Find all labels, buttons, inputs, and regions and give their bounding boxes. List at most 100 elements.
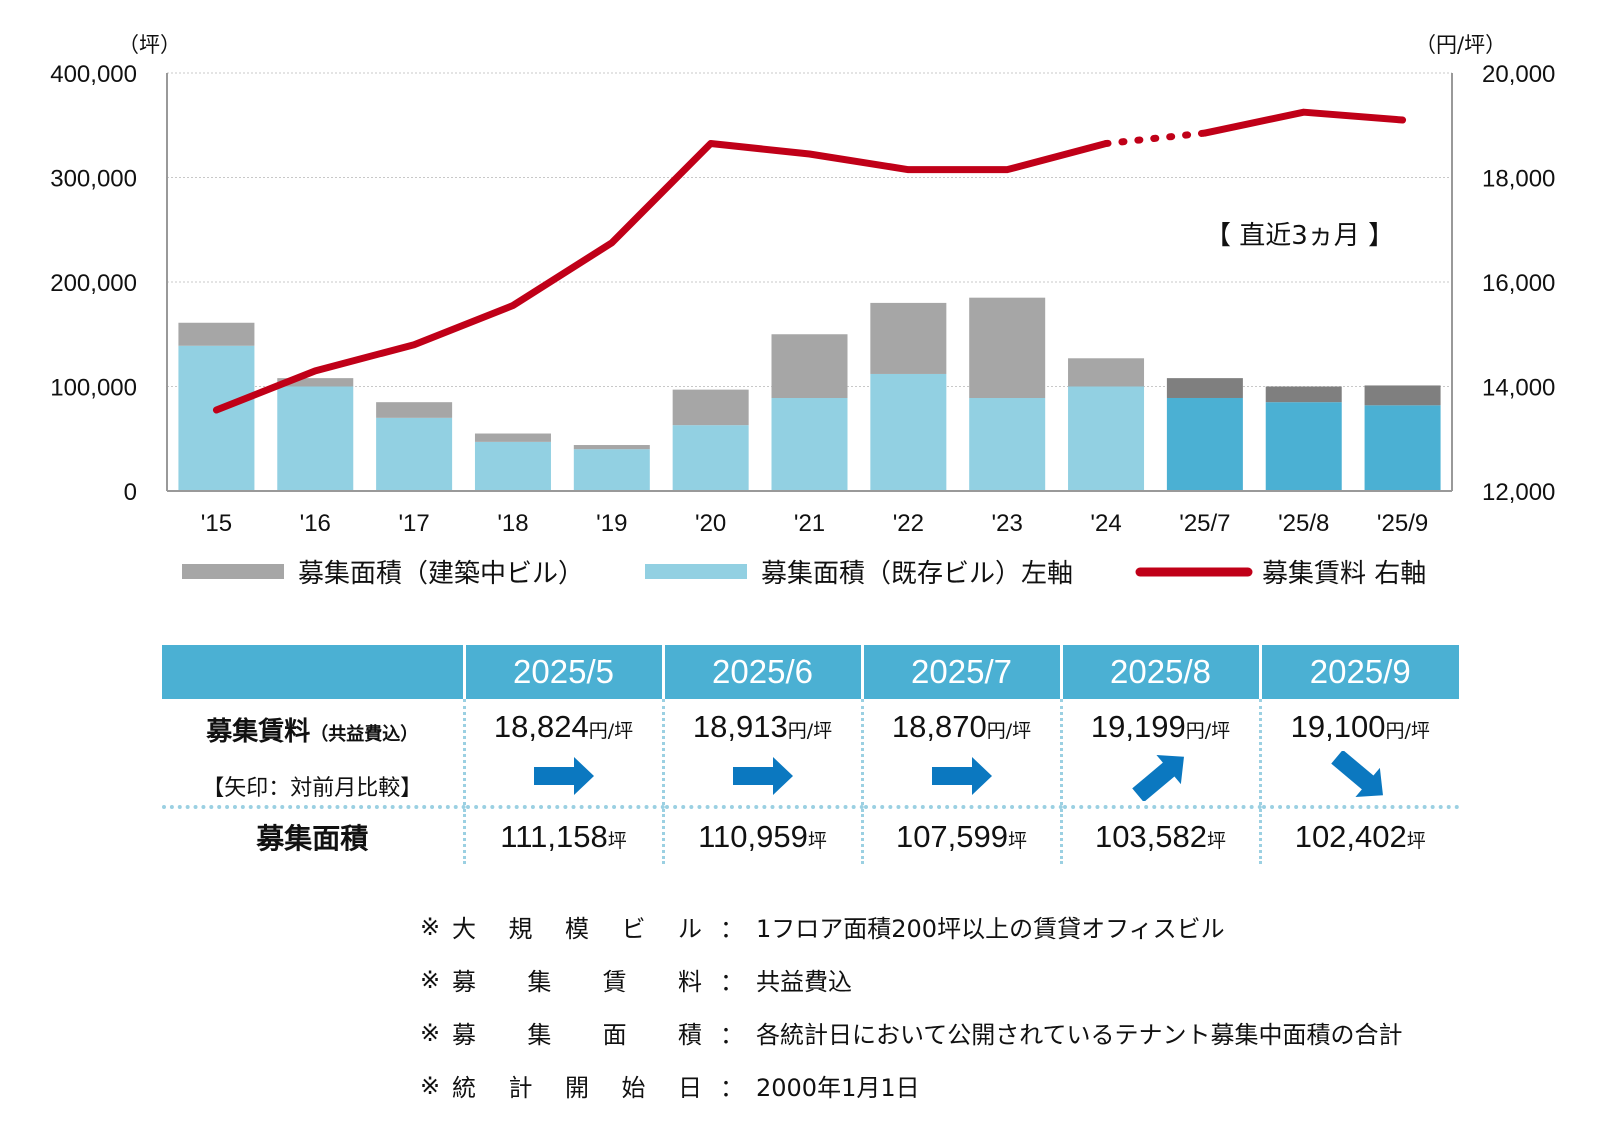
footnotes: ※ 大規模ビル ： 1フロア面積200坪以上の賃貸オフィスビル ※ 募集賃料 ：… [420, 900, 1403, 1112]
axes [166, 73, 1453, 492]
legend-swatch [645, 564, 747, 579]
x-tick-label: '15 [201, 510, 232, 537]
table-row-rent: 募集賃料（共益費込） 【矢印：対前月比較】 18,824円/坪 18,913円/… [162, 699, 1459, 807]
x-tick-label: '23 [992, 510, 1023, 537]
area-label: 募集面積 [256, 821, 369, 855]
note-text: 1フロア面積200坪以上の賃貸オフィスビル [756, 915, 1225, 943]
bar-under-construction [1068, 358, 1145, 387]
rent-unit: 円/坪 [1385, 720, 1430, 742]
y-right-tick-label: 12,000 [1482, 479, 1555, 506]
table-row-area: 募集面積 111,158坪 110,959坪 107,599坪 103,582坪… [162, 805, 1459, 864]
bar-existing [1068, 386, 1145, 491]
note-colon: ： [720, 968, 744, 996]
rent-unit: 円/坪 [787, 720, 833, 742]
rent-unit: 円/坪 [1185, 720, 1231, 742]
arrow-down-right-icon [1331, 751, 1384, 797]
area-row-label-cell: 募集面積 [162, 805, 464, 864]
x-tick-label: '24 [1090, 510, 1121, 537]
header-month: 2025/5 [462, 645, 663, 699]
y-right-tick-label: 20,000 [1482, 61, 1555, 88]
area-unit: 坪 [1008, 829, 1028, 852]
area-cell: 103,582坪 [1059, 805, 1260, 864]
bar-existing [1364, 405, 1441, 491]
bar-under-construction [277, 378, 354, 387]
arrow-up-right-icon [1131, 755, 1184, 801]
bar-under-construction [1364, 385, 1441, 406]
bar-existing [474, 441, 551, 491]
bar-existing [277, 386, 354, 491]
y-right-tick-label: 18,000 [1482, 166, 1555, 193]
bar-under-construction [969, 297, 1046, 398]
bar-existing [870, 373, 947, 491]
note-mark: ※ [420, 1071, 441, 1100]
rent-cell: 18,870円/坪 [860, 699, 1061, 807]
area-cell: 111,158坪 [462, 805, 663, 864]
tick-labels: 400,000 20,000 300,000 18,000 200,000 16,000 1… [50, 61, 1555, 537]
y-left-tick-label: 300,000 [50, 166, 137, 193]
rent-value: 19,100 [1290, 709, 1386, 744]
legend-label: 募集面積（既存ビル）左軸 [761, 559, 1073, 589]
note-label: 募集面積 [452, 1015, 720, 1050]
note-text: 共益費込 [756, 968, 852, 996]
note-label-char: 料 [677, 968, 702, 996]
note-label-char: ビ [621, 915, 646, 943]
note-label: 統計開始日 [452, 1068, 720, 1103]
left-axis-unit: （坪） [118, 33, 181, 57]
trend-arrow-shape [931, 757, 992, 795]
rent-arrow-legend: 【矢印：対前月比較】 [202, 776, 423, 801]
rent-label-note: （共益費込） [310, 724, 419, 745]
x-tick-label: '20 [695, 510, 726, 537]
x-tick-label: '25/7 [1179, 510, 1230, 537]
header-month: 2025/7 [860, 645, 1061, 699]
note-mark: ※ [420, 912, 441, 941]
trend-arrow-shape [1331, 751, 1384, 797]
legend: 募集面積（建築中ビル） 募集面積（既存ビル）左軸 募集賃料 右軸 [182, 559, 1426, 589]
trend-arrow-icon [1063, 751, 1259, 801]
note-label-char: 始 [621, 1074, 646, 1102]
trend-arrow-icon [1262, 751, 1460, 801]
y-left-tick-label: 0 [124, 479, 137, 506]
area-unit: 坪 [807, 829, 827, 852]
legend-swatch [182, 564, 284, 579]
trend-arrow-icon [466, 751, 662, 801]
trend-arrow-shape [1131, 755, 1184, 801]
bar-under-construction [178, 322, 255, 346]
note-label-char: 計 [508, 1074, 533, 1102]
recent-three-months-annotation: 【 直近3ヵ月 】 [1205, 221, 1394, 251]
note-label-char: 模 [565, 915, 589, 943]
bar-existing [178, 345, 255, 491]
bar-under-construction [376, 402, 453, 418]
area-value: 107,599 [895, 818, 1009, 854]
area-value: 102,402 [1294, 818, 1407, 854]
x-tick-label: '25/9 [1377, 510, 1428, 537]
rent-label: 募集賃料 [206, 717, 311, 747]
footnote: ※ 募 集 賃 料 ： 共益費込 [420, 953, 1403, 1006]
note-label: 募集賃料 [452, 962, 720, 997]
trend-arrow-icon [665, 751, 861, 801]
rent-cell: 19,199円/坪 [1059, 699, 1260, 807]
header-month: 2025/6 [661, 645, 862, 699]
note-colon: ： [720, 915, 744, 943]
x-tick-label: '17 [398, 510, 429, 537]
area-unit: 坪 [1406, 829, 1426, 852]
area-cell: 102,402坪 [1258, 805, 1459, 864]
note-text: 2000年1月1日 [756, 1074, 920, 1102]
bar-under-construction [771, 334, 848, 398]
y-left-tick-label: 200,000 [50, 270, 137, 297]
area-value: 103,582 [1094, 818, 1208, 854]
bar-under-construction [474, 433, 551, 442]
note-label-char: 開 [565, 1074, 589, 1102]
note-label-char: ル [678, 915, 702, 943]
x-tick-label: '21 [794, 510, 825, 537]
rent-unit: 円/坪 [588, 720, 634, 742]
x-tick-label: '18 [497, 510, 528, 537]
rent-line-recent [1201, 108, 1407, 137]
note-label-char: 積 [677, 1021, 702, 1049]
note-label-char: 募 [452, 1021, 476, 1049]
arrow-right-icon [931, 757, 992, 795]
rent-value: 19,199 [1090, 709, 1186, 744]
footnote: ※ 募 集 面 積 ： 各統計日において公開されているテナント募集中面積の合計 [420, 1006, 1403, 1059]
rent-cell: 19,100円/坪 [1258, 699, 1460, 807]
area-cell: 107,599坪 [860, 805, 1061, 864]
rent-line-dotted [1102, 129, 1209, 148]
